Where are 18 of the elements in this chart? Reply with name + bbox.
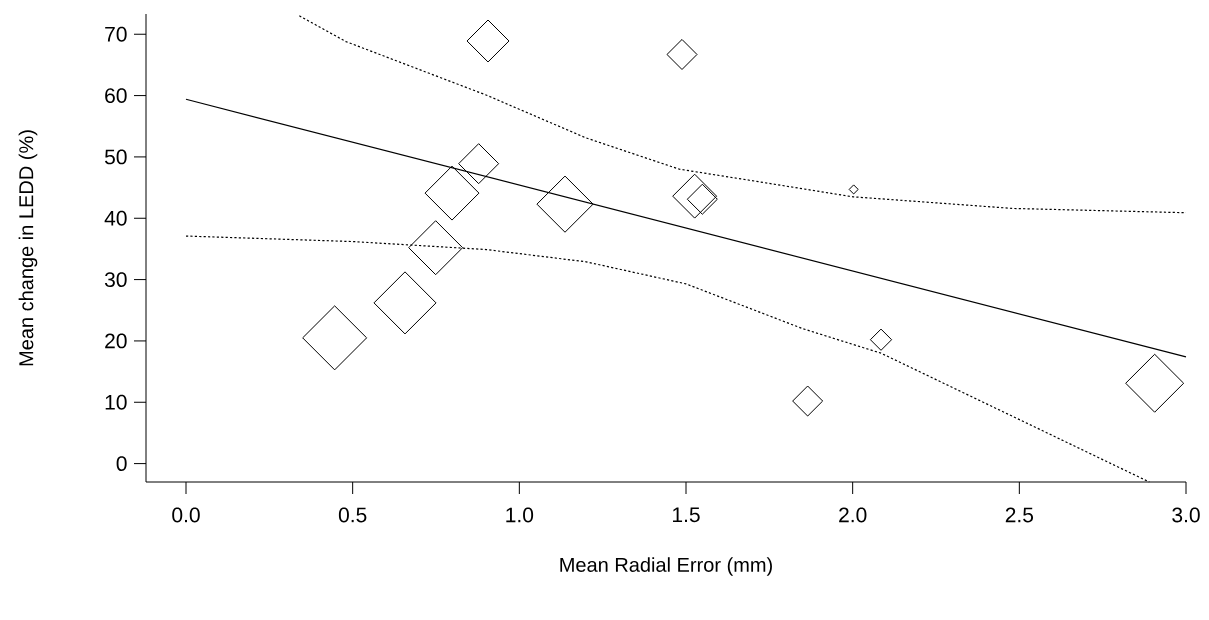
line-series (298, 15, 1187, 214)
y-tick-label: 60 (105, 88, 127, 104)
y-tick-label: 40 (104, 210, 127, 226)
x-tick-label: 0.0 (172, 507, 200, 523)
x-tick-label: 1.0 (506, 507, 534, 523)
x-tick-label: 0.5 (338, 507, 367, 523)
y-tick-label: 50 (104, 149, 127, 165)
y-tick-label: 10 (105, 394, 127, 410)
y-tick-label: 0 (116, 456, 127, 472)
y-tick-label: 30 (104, 272, 127, 288)
x-tick-label: 2.5 (1005, 507, 1034, 523)
y-tick-label: 20 (105, 333, 127, 349)
y-axis-title: Mean change in LEDD (%) (18, 130, 38, 366)
x-tick-label: 2.0 (839, 507, 867, 523)
y-tick-label: 70 (105, 26, 127, 42)
x-tick-label: 1.5 (673, 507, 700, 523)
x-tick-label: 3.0 (1172, 507, 1200, 523)
x-axis-title: Mean Radial Error (mm) (560, 557, 772, 576)
